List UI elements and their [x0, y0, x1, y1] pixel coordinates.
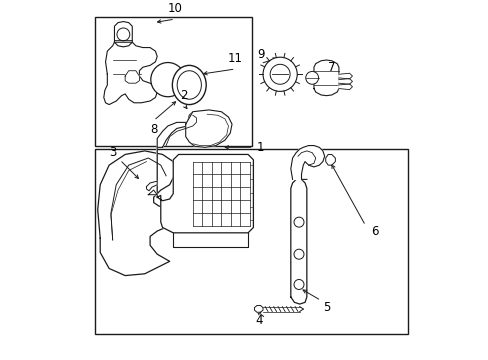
Polygon shape: [338, 84, 352, 90]
Text: 6: 6: [370, 225, 378, 238]
Polygon shape: [338, 73, 352, 79]
Circle shape: [150, 63, 184, 97]
Circle shape: [293, 217, 304, 227]
Text: 3: 3: [109, 146, 116, 159]
Polygon shape: [157, 147, 253, 233]
Text: 2: 2: [180, 89, 187, 102]
Text: 11: 11: [227, 52, 243, 65]
Text: 10: 10: [167, 2, 182, 15]
Polygon shape: [338, 78, 352, 84]
Polygon shape: [313, 60, 338, 96]
Polygon shape: [290, 145, 324, 179]
Circle shape: [305, 71, 318, 84]
Bar: [95, 17, 251, 145]
Text: 4: 4: [254, 314, 262, 327]
Circle shape: [293, 249, 304, 259]
Text: 5: 5: [322, 301, 329, 314]
Ellipse shape: [177, 71, 201, 99]
Circle shape: [293, 279, 304, 289]
Circle shape: [269, 64, 289, 84]
Polygon shape: [173, 233, 247, 247]
Text: 7: 7: [327, 61, 335, 74]
Polygon shape: [146, 181, 157, 191]
Text: 9: 9: [256, 48, 264, 61]
Polygon shape: [103, 42, 157, 104]
Polygon shape: [254, 306, 263, 312]
Ellipse shape: [172, 66, 206, 104]
Polygon shape: [157, 112, 202, 147]
Polygon shape: [98, 151, 175, 276]
Circle shape: [263, 57, 297, 91]
Text: 8: 8: [150, 123, 157, 136]
Polygon shape: [148, 190, 157, 195]
Polygon shape: [125, 71, 139, 83]
Polygon shape: [290, 179, 306, 304]
Polygon shape: [185, 110, 232, 147]
Circle shape: [117, 28, 129, 41]
Polygon shape: [325, 154, 335, 165]
Bar: [95, 149, 407, 334]
Polygon shape: [114, 22, 132, 47]
Text: 1: 1: [256, 141, 264, 154]
